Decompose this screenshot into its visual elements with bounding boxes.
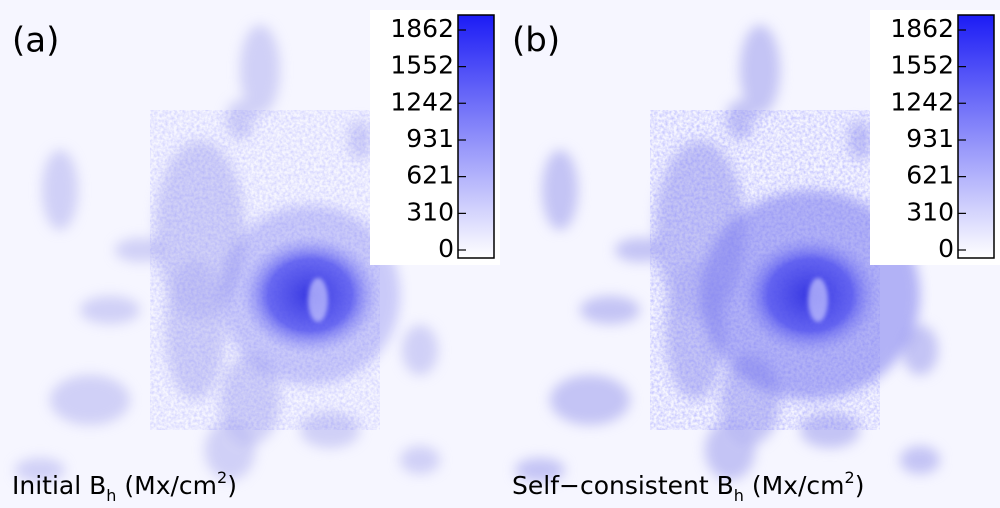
caption-unit: (Mx/cm: [744, 471, 845, 500]
caption: Self−consistent Bh (Mx/cm2): [512, 468, 864, 505]
caption-text: Initial B: [12, 471, 106, 500]
caption-subscript: h: [734, 486, 744, 505]
colorbar-tick-label: 310: [406, 197, 454, 226]
sunspot-core: [308, 278, 328, 322]
colorbar: [957, 14, 995, 259]
caption: Initial Bh (Mx/cm2): [12, 468, 237, 505]
caption-close: ): [227, 471, 237, 500]
caption-text: Self−consistent B: [512, 471, 734, 500]
colorbar-tick-label: 621: [406, 161, 454, 190]
caption-superscript: 2: [845, 468, 855, 487]
colorbar-tick-label: 621: [906, 161, 954, 190]
colorbar-tick-label: 1242: [390, 87, 454, 116]
colorbar-tick-label: 1862: [890, 14, 954, 43]
panel-label: (b): [512, 21, 560, 61]
caption-subscript: h: [106, 486, 116, 505]
colorbar-tick-label: 0: [938, 234, 954, 263]
colorbar-tick-label: 1242: [890, 87, 954, 116]
caption-superscript: 2: [217, 468, 227, 487]
colorbar: [457, 14, 495, 259]
colorbar-tick-label: 1552: [390, 51, 454, 80]
colorbar-tick-label: 931: [906, 124, 954, 153]
panel-label: (a): [12, 21, 59, 61]
colorbar-tick-label: 931: [406, 124, 454, 153]
colorbar-tick-label: 1862: [390, 14, 454, 43]
sunspot-core: [808, 278, 828, 322]
caption-close: ): [855, 471, 865, 500]
colorbar-tick-label: 0: [438, 234, 454, 263]
panel: (a) Initial Bh (Mx/cm2) 0 310 621 931 1242 1552…: [12, 14, 495, 505]
colorbar-tick-label: 310: [906, 197, 954, 226]
panel: (b) Self−consistent Bh (Mx/cm2) 0 310 621 931…: [500, 0, 1000, 508]
colorbar-tick-label: 1552: [890, 51, 954, 80]
caption-unit: (Mx/cm: [116, 471, 217, 500]
